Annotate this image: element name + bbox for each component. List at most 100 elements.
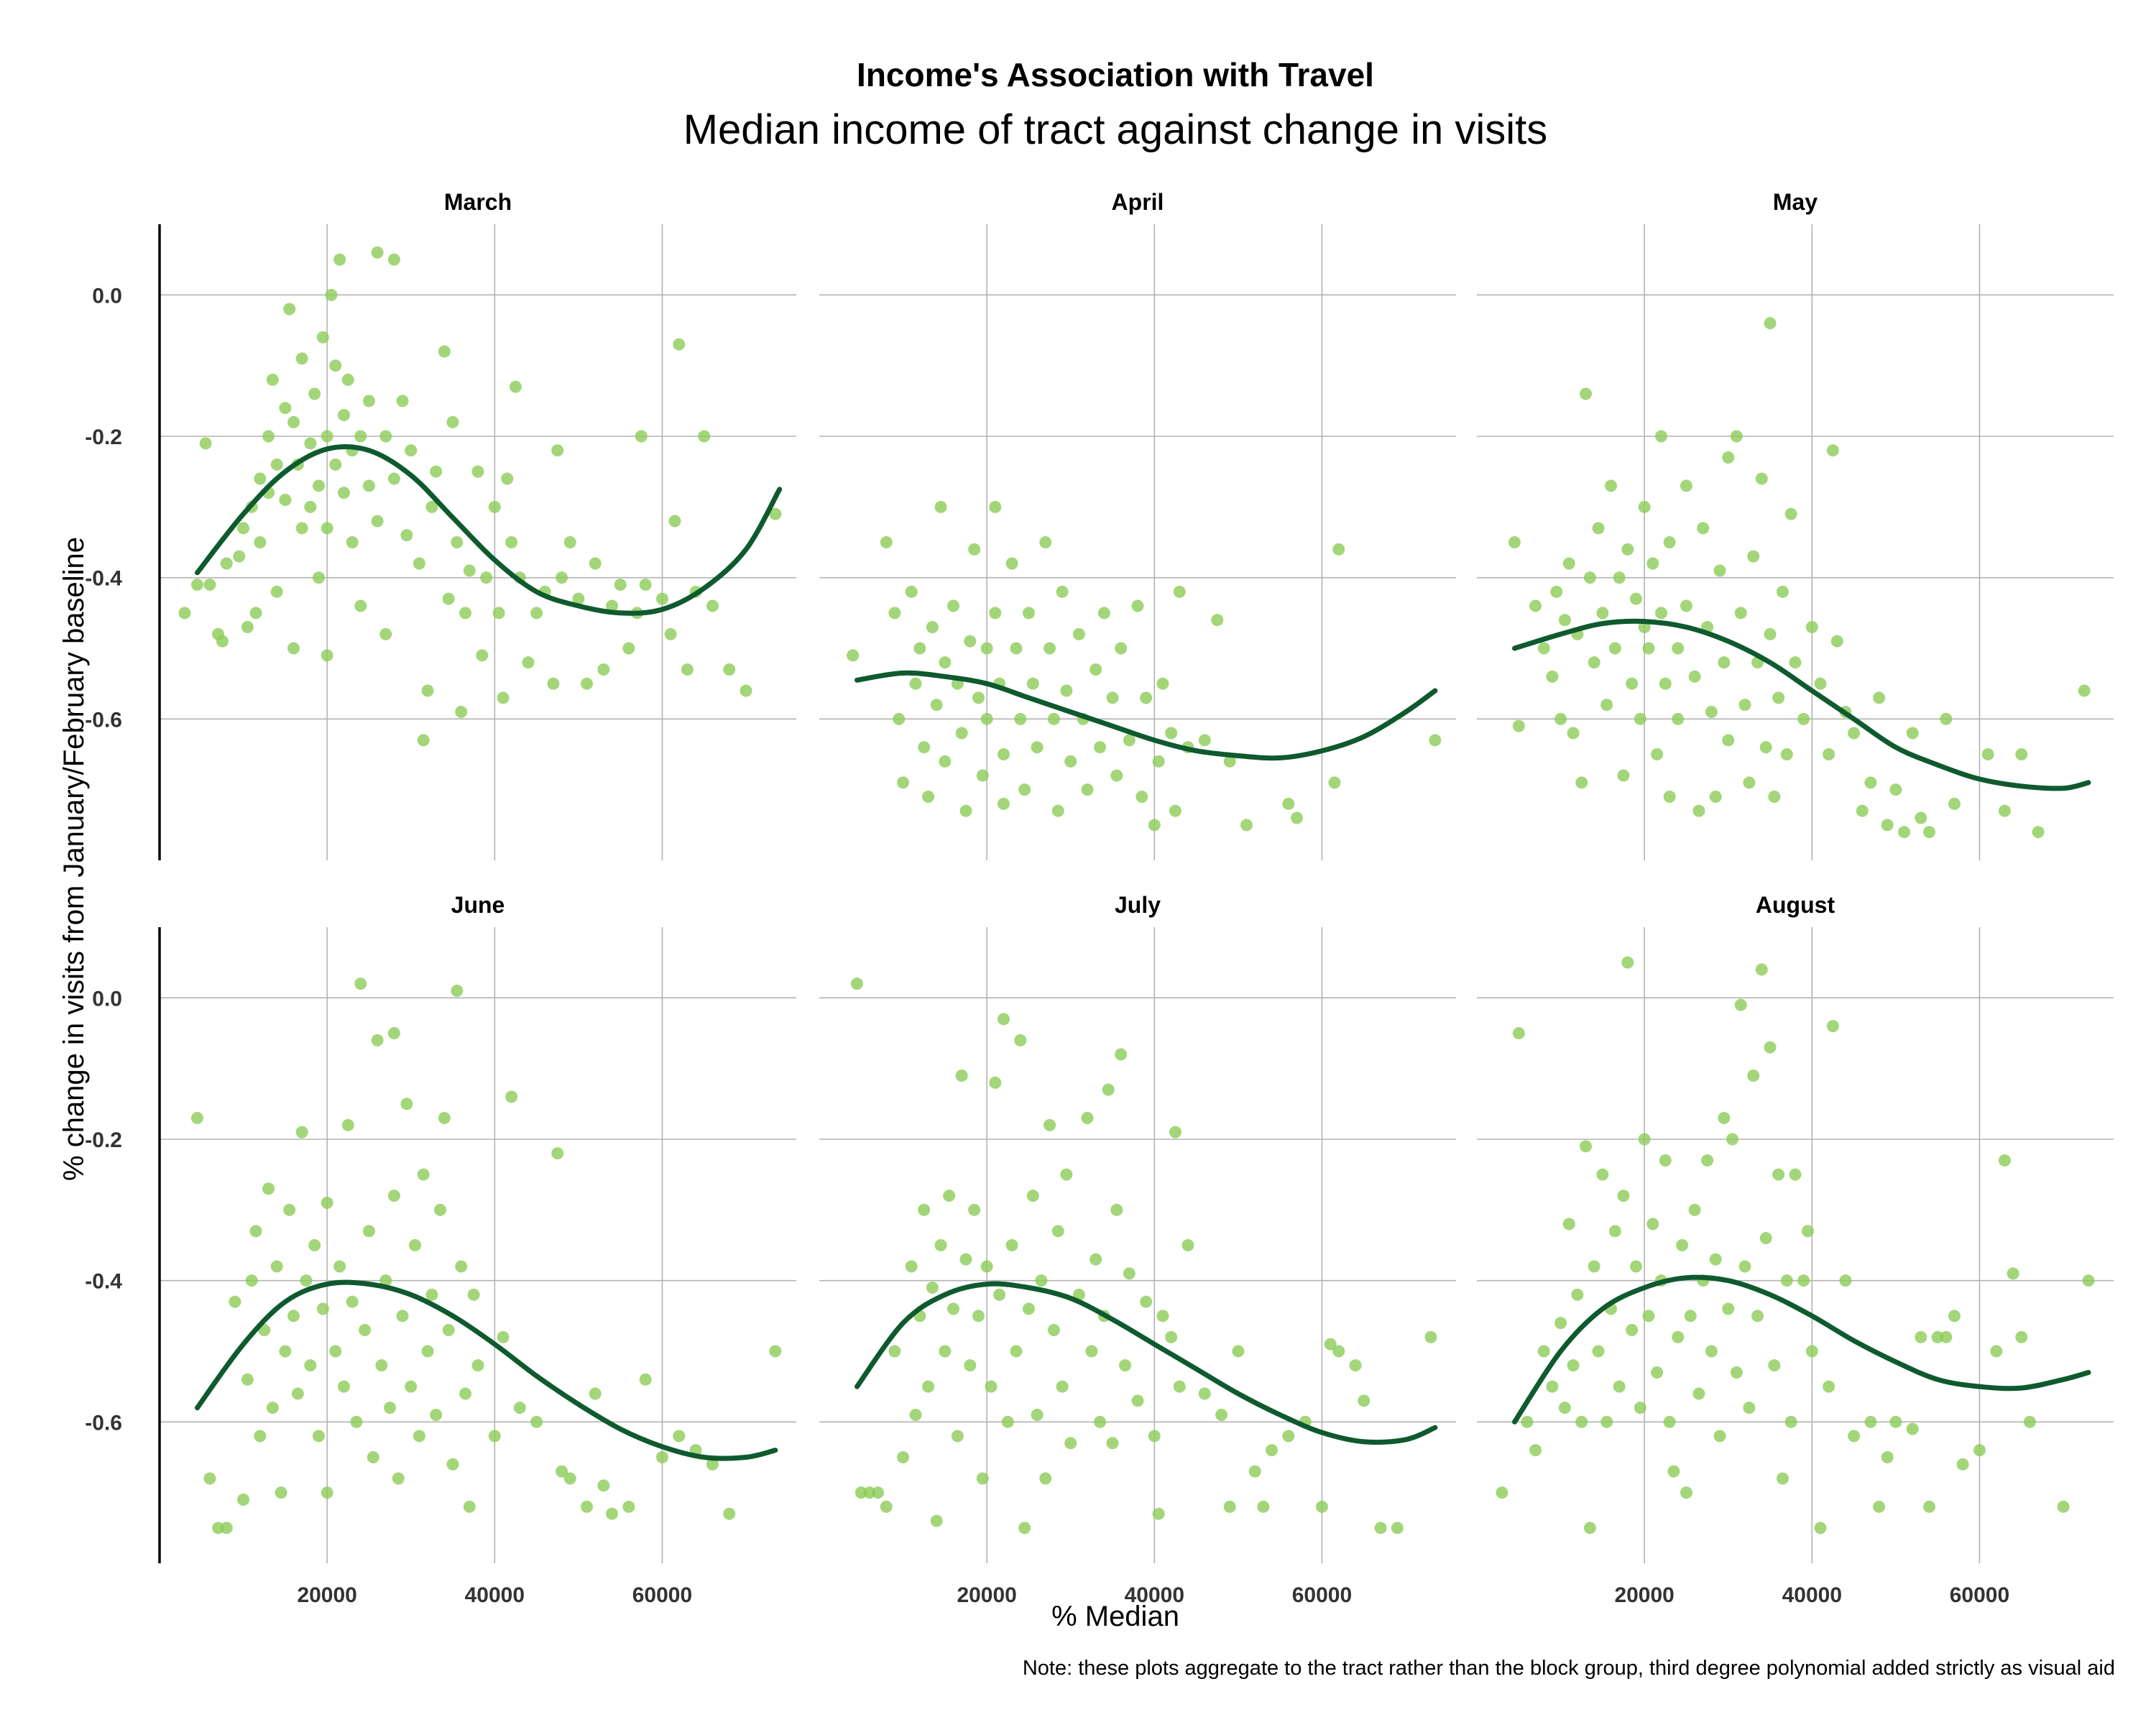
data-point [1738, 1260, 1751, 1273]
data-point [1001, 1415, 1014, 1428]
data-point [1898, 826, 1911, 839]
data-point [1768, 1359, 1781, 1372]
data-point [1282, 1430, 1295, 1443]
data-point [930, 699, 943, 712]
data-point [1608, 1225, 1621, 1238]
data-point [249, 607, 262, 620]
data-point [1805, 1345, 1818, 1358]
data-point [1064, 755, 1077, 768]
data-point [1826, 444, 1839, 457]
data-point [551, 444, 564, 457]
data-point [622, 642, 635, 655]
data-point [1751, 1310, 1764, 1322]
data-point [1031, 1409, 1044, 1421]
data-point [1512, 1027, 1525, 1039]
data-point [1889, 783, 1902, 796]
data-point [1169, 804, 1181, 817]
y-tick-label: -0.6 [85, 1411, 122, 1435]
data-point [972, 691, 985, 704]
data-point [547, 677, 560, 690]
data-point [922, 791, 935, 803]
polynomial-fit-line [854, 1281, 1438, 1445]
data-point [1081, 1112, 1094, 1124]
data-point [1998, 804, 2011, 817]
data-point [1605, 479, 1618, 492]
data-point [1709, 791, 1722, 803]
panel-april: April [819, 189, 1456, 860]
data-point [769, 507, 782, 520]
data-point [850, 978, 863, 990]
data-point [1537, 642, 1550, 655]
data-point [237, 522, 250, 535]
data-point [1768, 791, 1781, 803]
data-point [438, 1112, 451, 1124]
data-point [1328, 776, 1341, 789]
data-point [530, 1415, 543, 1428]
data-point [384, 1402, 397, 1414]
data-point [1789, 1168, 1802, 1181]
polynomial-fit-line [195, 1279, 778, 1461]
data-point [430, 1409, 443, 1421]
data-point [888, 1345, 901, 1358]
data-point [1881, 819, 1894, 832]
data-point [1814, 677, 1827, 690]
data-point [1102, 1083, 1115, 1096]
data-point [270, 1260, 283, 1273]
data-point [1332, 1345, 1345, 1358]
data-point [1646, 557, 1659, 570]
data-point [1734, 607, 1747, 620]
data-point [1621, 956, 1634, 969]
data-point [614, 579, 627, 591]
data-point [1848, 727, 1861, 740]
data-point [1755, 963, 1768, 976]
data-point [371, 515, 384, 528]
data-point [283, 1203, 296, 1216]
data-point [905, 585, 918, 598]
data-point [989, 607, 1002, 620]
data-point [997, 797, 1010, 810]
data-point [1173, 585, 1186, 598]
data-point [1981, 748, 1994, 760]
data-point [1047, 1324, 1060, 1336]
data-point [1722, 734, 1735, 747]
data-point [275, 1486, 287, 1499]
x-tick-label: 60000 [1950, 1583, 2009, 1607]
data-point [1722, 451, 1735, 464]
data-point [1709, 1253, 1722, 1266]
data-point [1026, 677, 1039, 690]
data-point [909, 677, 922, 690]
data-point [1588, 656, 1600, 669]
data-point [1198, 734, 1211, 747]
data-point [1064, 1437, 1077, 1450]
data-point [1797, 1274, 1810, 1287]
data-point [442, 1324, 455, 1336]
data-point [1873, 1500, 1886, 1513]
data-point [1738, 699, 1751, 712]
data-point [1654, 607, 1667, 620]
data-point [1266, 1444, 1279, 1457]
data-point [266, 373, 279, 386]
data-point [1713, 564, 1726, 577]
data-point [913, 642, 926, 655]
data-point [1948, 797, 1961, 810]
data-point [1642, 1310, 1655, 1322]
data-point [488, 1430, 501, 1443]
data-point [664, 627, 677, 640]
data-point [1374, 1522, 1387, 1535]
data-point [1022, 607, 1035, 620]
data-point [262, 430, 275, 443]
data-point [1672, 1330, 1685, 1343]
data-point [1232, 1345, 1245, 1358]
data-point [947, 599, 960, 612]
data-point [1805, 621, 1818, 633]
data-point [254, 1430, 267, 1443]
data-point [1659, 677, 1672, 690]
data-point [1864, 1415, 1877, 1428]
data-point [203, 579, 216, 591]
data-point [551, 1147, 564, 1160]
data-point [1697, 522, 1710, 535]
data-point [497, 691, 510, 704]
data-point [1759, 741, 1772, 754]
data-point [337, 487, 350, 500]
data-point [1089, 1253, 1102, 1266]
